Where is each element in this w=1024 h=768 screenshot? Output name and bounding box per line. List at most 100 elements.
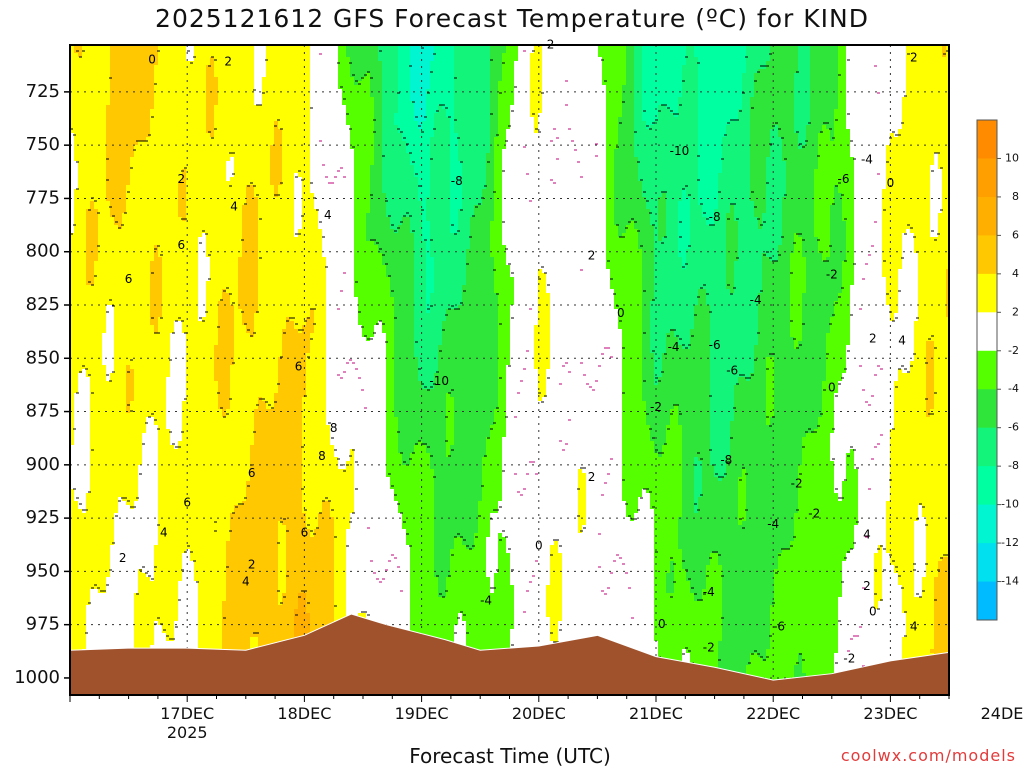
temperature-cell	[74, 449, 79, 454]
temperature-cell	[126, 153, 131, 158]
temperature-cell	[126, 233, 131, 238]
temperature-cell	[130, 581, 135, 586]
temperature-cell	[126, 485, 131, 490]
temperature-cell	[134, 113, 139, 118]
temperature-cell	[110, 257, 115, 262]
temperature-cell	[122, 565, 127, 570]
temperature-cell	[102, 389, 107, 394]
temperature-cell	[98, 465, 103, 470]
temperature-cell	[70, 597, 75, 602]
temperature-cell	[142, 253, 147, 258]
temperature-cell	[110, 253, 115, 258]
temperature-cell	[74, 173, 79, 178]
temperature-cell	[118, 229, 123, 234]
temperature-cell	[122, 225, 127, 230]
temperature-cell	[166, 61, 171, 66]
temperature-cell	[142, 517, 147, 522]
temperature-cell	[86, 353, 91, 358]
temperature-cell	[78, 509, 83, 514]
temperature-cell	[134, 569, 139, 574]
temperature-cell	[150, 137, 155, 142]
temperature-cell	[170, 389, 175, 394]
temperature-cell	[74, 389, 79, 394]
temperature-cell	[94, 573, 99, 578]
temperature-cell	[114, 361, 119, 366]
temperature-cell	[70, 285, 75, 290]
temperature-cell	[90, 625, 95, 630]
temperature-cell	[130, 481, 135, 486]
temperature-cell	[178, 493, 183, 498]
temperature-cell	[130, 349, 135, 354]
temperature-cell	[98, 573, 103, 578]
temperature-cell	[178, 517, 183, 522]
temperature-cell	[158, 81, 163, 86]
temperature-cell	[118, 113, 123, 118]
temperature-cell	[134, 165, 139, 170]
temperature-cell	[190, 165, 195, 170]
temperature-cell	[90, 445, 95, 450]
temperature-cell	[106, 193, 111, 198]
temperature-cell	[178, 317, 183, 322]
temperature-cell	[126, 293, 131, 298]
temperature-cell	[158, 285, 163, 290]
temperature-cell	[118, 573, 123, 578]
temperature-cell	[122, 633, 127, 638]
temperature-cell	[90, 413, 95, 418]
temperature-cell	[90, 389, 95, 394]
temperature-cell	[98, 121, 103, 126]
temperature-cell	[70, 521, 75, 526]
temperature-cell	[86, 361, 91, 366]
temperature-cell	[142, 569, 147, 574]
temperature-cell	[154, 581, 159, 586]
temperature-cell	[146, 293, 151, 298]
temperature-cell	[174, 237, 179, 242]
temperature-cell	[78, 345, 83, 350]
temperature-cell	[94, 609, 99, 614]
temperature-cell	[90, 221, 95, 226]
temperature-cell	[154, 169, 159, 174]
temperature-cell	[94, 401, 99, 406]
temperature-cell	[166, 609, 171, 614]
temperature-cell	[170, 197, 175, 202]
temperature-cell	[122, 593, 127, 598]
temperature-cell	[162, 381, 167, 386]
temperature-cell	[170, 349, 175, 354]
temperature-cell	[110, 181, 115, 186]
temperature-cell	[74, 149, 79, 154]
temperature-cell	[150, 533, 155, 538]
temperature-cell	[146, 233, 151, 238]
temperature-cell	[170, 117, 175, 122]
temperature-cell	[162, 597, 167, 602]
temperature-cell	[90, 85, 95, 90]
temperature-cell	[154, 645, 159, 650]
temperature-cell	[146, 561, 151, 566]
temperature-cell	[158, 633, 163, 638]
temperature-cell	[82, 45, 87, 50]
temperature-cell	[146, 65, 151, 70]
temperature-cell	[90, 517, 95, 522]
temperature-cell	[126, 217, 131, 222]
temperature-cell	[170, 605, 175, 610]
temperature-cell	[150, 337, 155, 342]
temperature-cell	[98, 69, 103, 74]
temperature-cell	[98, 205, 103, 210]
temperature-cell	[154, 65, 159, 70]
temperature-cell	[130, 489, 135, 494]
temperature-cell	[146, 137, 151, 142]
temperature-cell	[138, 149, 143, 154]
temperature-cell	[82, 597, 87, 602]
temperature-cell	[114, 433, 119, 438]
temperature-cell	[94, 485, 99, 490]
temperature-cell	[86, 153, 91, 158]
temperature-cell	[78, 289, 83, 294]
temperature-cell	[94, 317, 99, 322]
temperature-cell	[126, 177, 131, 182]
temperature-cell	[178, 181, 183, 186]
temperature-cell	[182, 481, 187, 486]
temperature-cell	[98, 241, 103, 246]
temperature-cell	[78, 557, 83, 562]
temperature-cell	[102, 185, 107, 190]
temperature-cell	[134, 121, 139, 126]
temperature-cell	[126, 453, 131, 458]
temperature-cell	[70, 277, 75, 282]
